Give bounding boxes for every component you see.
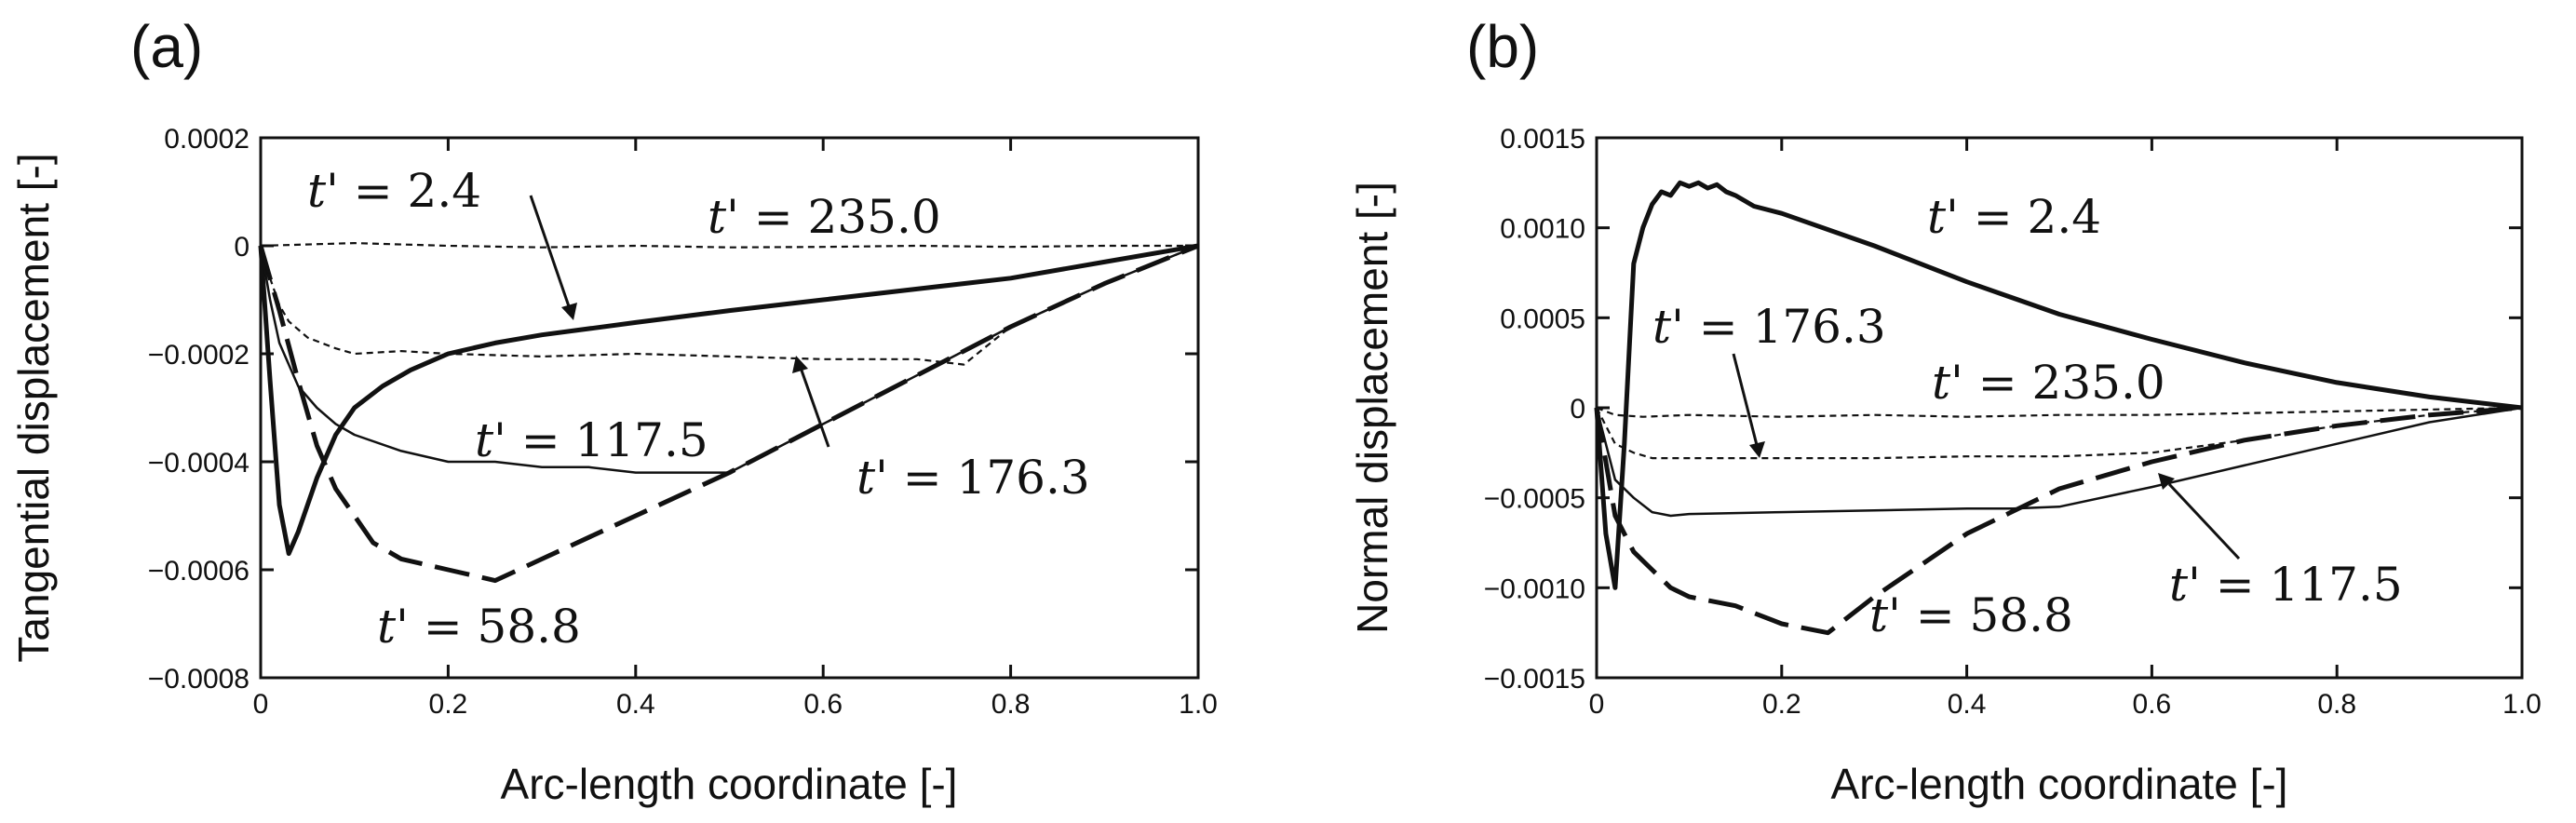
panel-b-arrowhead-t117-5 bbox=[2158, 473, 2175, 490]
panel-a-arrowhead-t2-4 bbox=[561, 303, 577, 320]
panel-a-plot-frame bbox=[259, 136, 1200, 680]
panel-a-series-line-0 bbox=[258, 243, 1199, 557]
panel-b-annotation-t2-4: t' = 2.4 bbox=[1927, 190, 2101, 244]
panel-a-arrow-t176-3 bbox=[799, 367, 830, 448]
panel-b-ticks bbox=[1595, 136, 2524, 680]
panel-b-series-line-2 bbox=[1595, 406, 2523, 518]
panel-a-label: (a) bbox=[130, 13, 203, 80]
panel-a-annotation-t2-4: t' = 2.4 bbox=[307, 164, 481, 218]
panel-b-y-tick-label: 0.0015 bbox=[1500, 124, 1585, 155]
panel-b-x-tick-label: 0.8 bbox=[2317, 689, 2356, 720]
panel-b-y-tick-label: −0.0010 bbox=[1484, 573, 1585, 604]
panel-a-y-tick-label: 0 bbox=[234, 232, 250, 263]
panel-a-y-tick-label: −0.0004 bbox=[148, 448, 250, 479]
panel-b-arrow-t176-3 bbox=[1732, 353, 1759, 446]
panel-a: (a) 0 0.2 0.4 0.6 0.8 1.0 −0.0008−0.0006−0.00… bbox=[9, 13, 1218, 808]
panel-b-series bbox=[1594, 180, 2523, 636]
panel-a-series-line-2 bbox=[259, 244, 1199, 474]
panel-b-x-tick-label: 0.4 bbox=[1948, 689, 1987, 720]
panel-a-x-tick-label: 0 bbox=[253, 689, 269, 720]
panel-a-x-tick-label: 0.8 bbox=[991, 689, 1031, 720]
panel-b-series-line-0 bbox=[1594, 180, 2523, 590]
panel-b-annotation-t176-3: t' = 176.3 bbox=[1652, 300, 1886, 354]
panel-b-x-axis-label: Arc-length coordinate [-] bbox=[1831, 760, 2288, 808]
panel-a-series bbox=[258, 242, 1199, 584]
panel-b-y-tick-label: −0.0015 bbox=[1484, 664, 1585, 695]
panel-b-y-tick-label: 0 bbox=[1570, 394, 1585, 425]
panel-a-x-tick-label: 1.0 bbox=[1179, 689, 1218, 720]
panel-a-x-axis-label: Arc-length coordinate [-] bbox=[501, 760, 958, 808]
panel-b-x-tick-label: 1.0 bbox=[2502, 689, 2542, 720]
panel-a-arrowhead-t176-3 bbox=[792, 356, 808, 373]
panel-a-arrow-t2-4 bbox=[529, 195, 572, 310]
panel-b-x-tick-label: 0.2 bbox=[1762, 689, 1801, 720]
panel-a-annotation-t58-8: t' = 58.8 bbox=[377, 600, 581, 654]
panel-b-annotation-t235-0: t' = 235.0 bbox=[1932, 356, 2165, 410]
panel-a-series-line-1 bbox=[258, 243, 1199, 584]
panel-b-x-tick-labels: 0 0.2 0.4 0.6 0.8 1.0 bbox=[1589, 689, 2542, 720]
panel-b-y-tick-label: −0.0005 bbox=[1484, 484, 1585, 515]
panel-b-x-tick-label: 0.6 bbox=[2133, 689, 2172, 720]
panel-b-y-tick-label: 0.0005 bbox=[1500, 304, 1585, 334]
panel-a-annotation-t176-3: t' = 176.3 bbox=[856, 451, 1090, 505]
panel-b-series-line-3 bbox=[1596, 406, 2523, 460]
panel-b-annotation-t117-5: t' = 117.5 bbox=[2169, 558, 2403, 612]
panel-a-annotation-t117-5: t' = 117.5 bbox=[475, 413, 708, 467]
panel-b: (b) 0 0.2 0.4 0.6 0.8 1.0 −0.0015−0.0010−0.00… bbox=[1348, 13, 2542, 808]
panel-a-y-tick-label: 0.0002 bbox=[164, 124, 250, 155]
panel-a-y-tick-label: −0.0002 bbox=[148, 340, 250, 371]
panel-a-x-tick-labels: 0 0.2 0.4 0.6 0.8 1.0 bbox=[253, 689, 1218, 720]
panel-b-arrow-t117-5 bbox=[2167, 482, 2241, 560]
panel-b-series-line-1 bbox=[1594, 405, 2523, 636]
panel-a-x-tick-label: 0.4 bbox=[616, 689, 655, 720]
panel-a-annotation-t235-0: t' = 235.0 bbox=[708, 190, 941, 244]
panel-a-y-tick-label: −0.0006 bbox=[148, 556, 250, 587]
panel-b-annotation-t58-8: t' = 58.8 bbox=[1869, 588, 2073, 642]
panel-a-series-line-3 bbox=[259, 244, 1199, 366]
panel-b-y-tick-labels: −0.0015 −0.0010 −0.0005 0 0.0005 0.0010 0.0015 bbox=[1484, 124, 1585, 695]
panel-b-x-tick-label: 0 bbox=[1589, 689, 1605, 720]
panel-b-series-line-4 bbox=[1596, 406, 2523, 418]
panel-b-label: (b) bbox=[1466, 13, 1539, 80]
panel-a-y-tick-label: −0.0008 bbox=[148, 664, 250, 695]
panel-a-x-tick-label: 0.6 bbox=[803, 689, 843, 720]
panel-a-y-axis-label: Tangential displacement [-] bbox=[9, 153, 58, 662]
panel-a-y-tick-labels: −0.0008 −0.0006 −0.0004 −0.0002 0 0.0002 bbox=[148, 124, 250, 695]
panel-a-x-tick-label: 0.2 bbox=[429, 689, 468, 720]
panel-b-y-axis-label: Normal displacement [-] bbox=[1348, 182, 1396, 634]
panel-b-y-tick-label: 0.0010 bbox=[1500, 214, 1585, 245]
panel-b-arrowhead-t176-3 bbox=[1749, 441, 1765, 458]
